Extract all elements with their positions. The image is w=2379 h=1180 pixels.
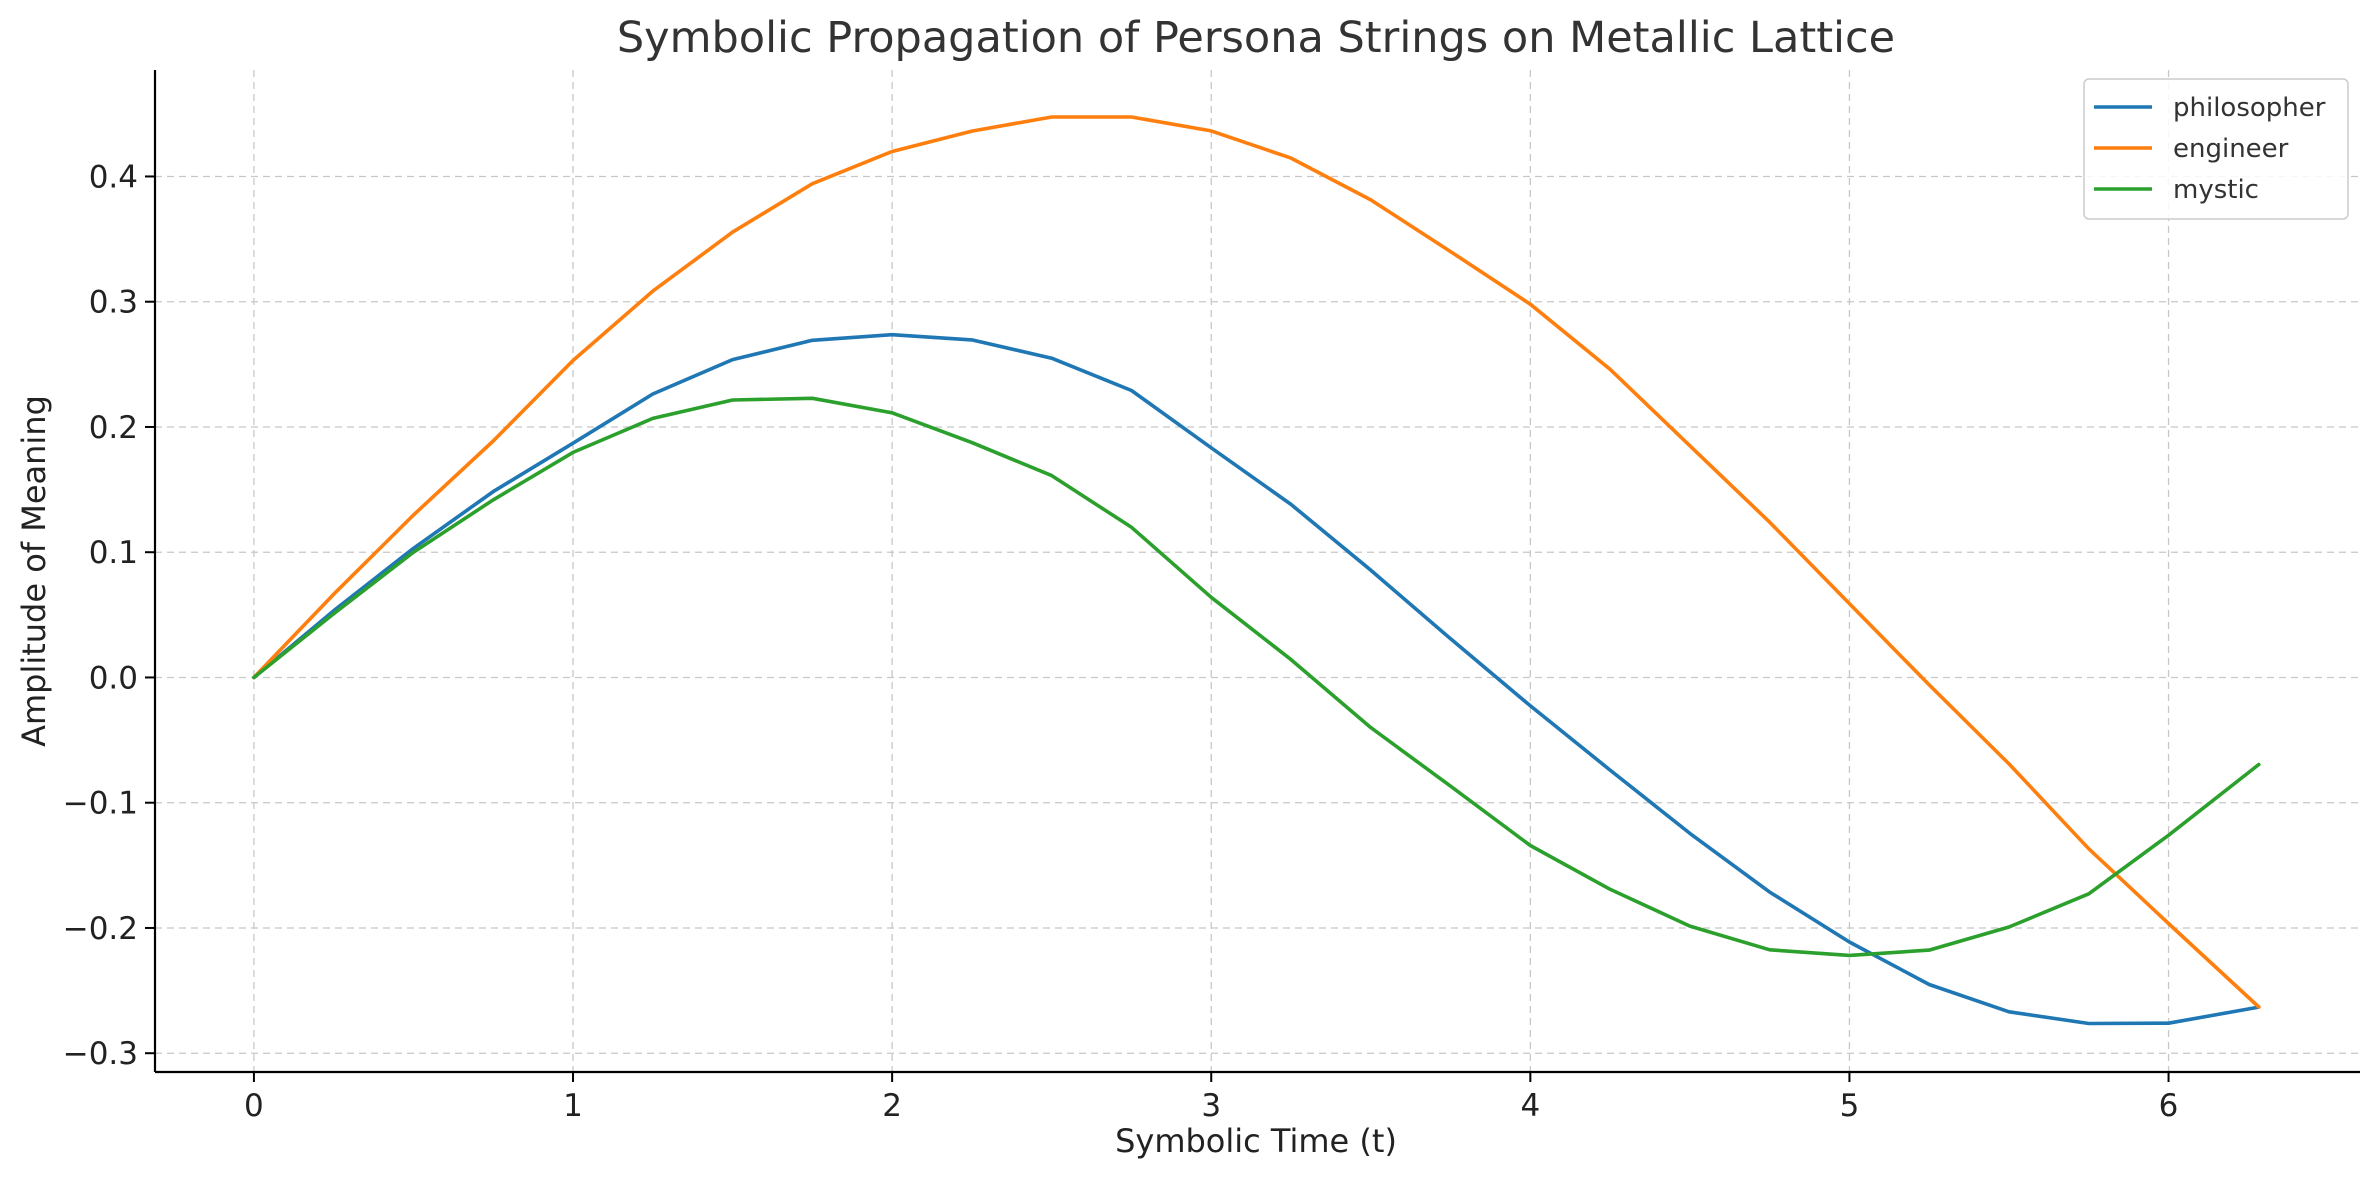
legend: philosopher engineer mystic [2083, 78, 2349, 220]
y-tick-label: 0.1 [89, 535, 138, 571]
series-line-mystic [252, 396, 2261, 958]
x-axis-label: Symbolic Time (t) [1115, 1122, 1397, 1160]
x-tick-label: 6 [2159, 1088, 2179, 1124]
y-tick-label: 0.2 [89, 410, 138, 446]
legend-label-philosopher: philosopher [2173, 93, 2326, 123]
y-tick-label: 0.4 [89, 159, 138, 195]
y-axis-ticks: −0.3 −0.2 −0.1 0.0 0.1 0.2 0.3 0.4 [63, 159, 155, 1072]
series-line-philosopher [252, 332, 2261, 1026]
x-tick-label: 0 [244, 1088, 264, 1124]
x-tick-label: 1 [563, 1088, 583, 1124]
x-axis-ticks: 0 1 2 3 4 5 6 [244, 1072, 2178, 1124]
y-tick-label: −0.2 [63, 911, 138, 947]
series-line-engineer [252, 115, 2261, 1009]
y-axis-label: Amplitude of Meaning [15, 395, 53, 747]
x-tick-label: 4 [1520, 1088, 1540, 1124]
x-tick-label: 2 [882, 1088, 902, 1124]
chart-title: Symbolic Propagation of Persona Strings … [617, 13, 1895, 63]
y-tick-label: 0.3 [89, 285, 138, 321]
y-tick-label: −0.3 [63, 1036, 138, 1072]
x-tick-label: 3 [1201, 1088, 1221, 1124]
y-tick-label: 0.0 [89, 660, 138, 696]
legend-label-engineer: engineer [2173, 134, 2289, 164]
legend-label-mystic: mystic [2173, 175, 2259, 205]
series-lines [252, 115, 2261, 1026]
x-tick-label: 5 [1840, 1088, 1860, 1124]
legend-box [2083, 78, 2349, 220]
grid-lines [155, 70, 2360, 1072]
y-tick-label: −0.1 [63, 786, 138, 822]
axes-spines [153, 70, 2360, 1074]
